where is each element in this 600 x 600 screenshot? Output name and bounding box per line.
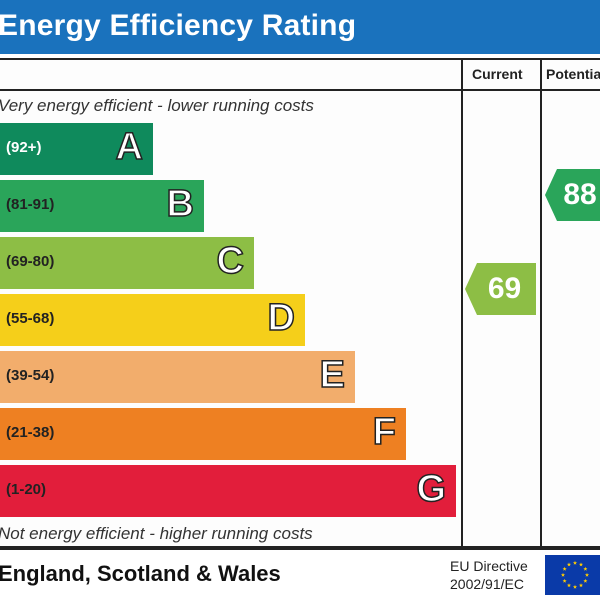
eu-flag-icon bbox=[545, 555, 600, 595]
eu-star bbox=[572, 584, 578, 589]
eu-star bbox=[584, 572, 590, 577]
eu-star bbox=[578, 562, 584, 567]
eu-star bbox=[572, 560, 578, 565]
band-letter: G bbox=[416, 467, 447, 511]
header-bar: Energy Efficiency Rating bbox=[0, 0, 600, 54]
potential-column-divider bbox=[540, 58, 542, 548]
band-letter: B bbox=[166, 182, 195, 226]
eu-star bbox=[578, 583, 584, 588]
band-letter: C bbox=[216, 239, 245, 283]
eu-star bbox=[583, 578, 588, 583]
eu-star bbox=[562, 566, 567, 571]
band-letter: F bbox=[372, 410, 397, 454]
region-label: England, Scotland & Wales bbox=[0, 561, 281, 586]
band-range-label: (21-38) bbox=[6, 424, 55, 441]
band-f: (21-38) F bbox=[0, 408, 406, 460]
band-range-label: (81-91) bbox=[6, 196, 55, 213]
band-c: (69-80) C bbox=[0, 237, 254, 289]
current-column-header: Current bbox=[472, 66, 523, 82]
band-g: (1-20) G bbox=[0, 465, 456, 517]
potential-rating-value: 88 bbox=[563, 178, 597, 211]
efficient-note: Very energy efficient - lower running co… bbox=[0, 96, 314, 115]
band-letter: E bbox=[319, 353, 346, 397]
current-rating-pointer: 69 bbox=[465, 263, 536, 315]
band-b: (81-91) B bbox=[0, 180, 204, 232]
band-letter: D bbox=[267, 296, 296, 340]
band-letter: A bbox=[115, 125, 144, 169]
eu-star bbox=[560, 572, 566, 577]
band-e: (39-54) E bbox=[0, 351, 355, 403]
page-title: Energy Efficiency Rating bbox=[0, 9, 357, 42]
band-range-label: (92+) bbox=[6, 139, 42, 156]
eu-directive-number: 2002/91/EC bbox=[450, 576, 524, 592]
eu-directive-label: EU Directive bbox=[450, 558, 528, 574]
current-column-divider bbox=[461, 58, 463, 548]
band-d: (55-68) D bbox=[0, 294, 305, 346]
inefficient-note: Not energy efficient - higher running co… bbox=[0, 524, 313, 543]
header-row-divider bbox=[0, 89, 600, 91]
band-range-label: (55-68) bbox=[6, 310, 55, 327]
footer-divider bbox=[0, 548, 600, 550]
eu-star bbox=[566, 562, 572, 567]
band-range-label: (39-54) bbox=[6, 367, 55, 384]
eu-star bbox=[583, 566, 588, 571]
band-range-label: (69-80) bbox=[6, 253, 55, 270]
band-a: (92+) A bbox=[0, 123, 153, 175]
eu-star bbox=[566, 583, 572, 588]
eu-star bbox=[562, 578, 567, 583]
potential-column-header: Potential bbox=[546, 66, 600, 82]
potential-rating-pointer: 88 bbox=[545, 169, 600, 221]
current-rating-value: 69 bbox=[487, 272, 522, 305]
band-range-label: (1-20) bbox=[6, 481, 47, 498]
